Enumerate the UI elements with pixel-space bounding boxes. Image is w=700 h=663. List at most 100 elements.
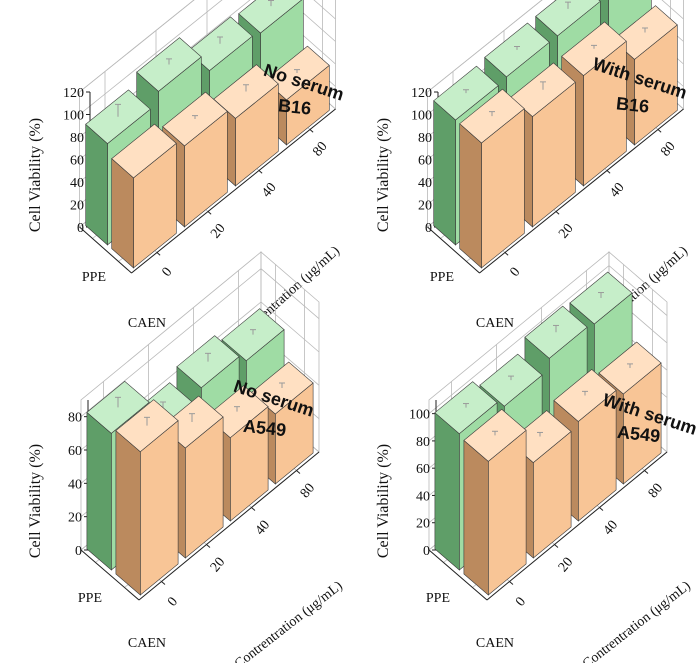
bar [111, 123, 177, 269]
x-tick-mark [644, 470, 649, 474]
bar [463, 408, 527, 596]
y-tick-label: 40 [416, 489, 430, 504]
series-label-caen: CAEN [476, 316, 514, 331]
series-label-caen: CAEN [476, 636, 514, 651]
x-tick-label: 20 [556, 221, 576, 241]
category-axis-line [138, 451, 320, 601]
x-tick-mark [509, 581, 514, 585]
bar-top-face [238, 0, 303, 34]
x-tick-label: 40 [607, 180, 627, 200]
x-tick-label: 0 [165, 595, 181, 610]
series-axis-line [428, 549, 488, 601]
y-tick-label: 60 [70, 154, 84, 169]
y-tick-label: 100 [411, 109, 432, 124]
x-tick-label: 0 [159, 265, 175, 280]
bar-side-face [115, 430, 141, 596]
series-label-caen: CAEN [128, 316, 166, 331]
y-tick-label: 0 [423, 544, 430, 559]
bar-side-face [434, 412, 460, 571]
x-tick-mark [251, 507, 256, 511]
y-tick-label: 60 [416, 462, 430, 477]
x-tick-mark [309, 129, 314, 133]
y-tick-label: 40 [70, 176, 84, 191]
x-tick-label: 80 [298, 481, 318, 501]
x-axis-label: Contrentration (μg/mL) [232, 578, 346, 663]
x-axis-label: Contrentration (μg/mL) [580, 578, 694, 663]
panel-annotation-line2: B16 [615, 93, 650, 116]
series-label-caen: CAEN [128, 636, 166, 651]
category-axis-line [131, 108, 336, 274]
x-tick-mark [599, 507, 604, 511]
x-tick-mark [606, 170, 611, 174]
x-tick-label: 20 [556, 555, 576, 575]
y-tick-label: 20 [68, 511, 82, 526]
x-tick-mark [207, 211, 212, 215]
y-tick-label: 20 [70, 199, 84, 214]
y-tick-label: 100 [63, 109, 84, 124]
x-tick-mark [161, 581, 166, 585]
bar-side-face [463, 439, 489, 596]
x-tick-label: 40 [601, 518, 621, 538]
bar-side-face [459, 123, 482, 269]
x-tick-mark [504, 252, 509, 256]
y-tick-label: 80 [68, 411, 82, 426]
category-axis-line [486, 451, 668, 601]
panel-annotation-line2: A549 [242, 416, 287, 440]
bar-side-face [433, 100, 456, 246]
bar-top-face [484, 22, 550, 78]
x-tick-label: 0 [507, 265, 523, 280]
y-tick-label: 20 [418, 199, 432, 214]
x-tick-mark [206, 544, 211, 548]
y-tick-label: 20 [416, 517, 430, 532]
panel-bars [85, 0, 330, 269]
x-tick-label: 80 [310, 139, 330, 159]
y-axis-label: Cell Viability (%) [27, 444, 44, 558]
y-tick-label: 100 [409, 408, 430, 423]
bar-side-face [86, 411, 112, 571]
series-label-ppe: PPE [78, 591, 102, 606]
series-label-ppe: PPE [426, 591, 450, 606]
y-tick-label: 60 [418, 154, 432, 169]
x-tick-mark [156, 252, 161, 256]
panel-bars [433, 0, 678, 269]
gridline [80, 268, 320, 418]
gridline [428, 265, 668, 414]
x-tick-label: 0 [513, 595, 529, 610]
bar-top-face [86, 380, 150, 434]
series-axis-line [80, 549, 140, 601]
panel-annotation-line2: A549 [616, 422, 661, 446]
bar-top-face [535, 0, 601, 37]
series-label-ppe: PPE [82, 270, 106, 285]
gridline [427, 0, 543, 93]
series-label-ppe: PPE [430, 270, 454, 285]
x-tick-label: 80 [658, 139, 678, 159]
bar-side-face [85, 123, 108, 246]
series-axis-line [427, 226, 480, 274]
y-tick-label: 80 [418, 131, 432, 146]
x-tick-mark [554, 544, 559, 548]
x-tick-label: 40 [259, 180, 279, 200]
y-tick-label: 120 [411, 86, 432, 101]
panel-bars [434, 271, 662, 596]
x-tick-label: 20 [208, 221, 228, 241]
y-axis-label: Cell Viability (%) [375, 444, 392, 558]
gridline [79, 0, 223, 115]
y-tick-label: 40 [68, 477, 82, 492]
bar [115, 399, 179, 596]
bar-top-face [434, 381, 498, 435]
y-tick-label: 120 [63, 86, 84, 101]
y-tick-label: 0 [75, 544, 82, 559]
y-tick-label: 40 [418, 176, 432, 191]
panel-annotation-line2: B16 [277, 95, 312, 118]
y-axis-label: Cell Viability (%) [375, 118, 392, 232]
x-tick-mark [296, 470, 301, 474]
y-tick-label: 80 [70, 131, 84, 146]
bar-top-face [111, 123, 177, 179]
bar [459, 88, 525, 269]
